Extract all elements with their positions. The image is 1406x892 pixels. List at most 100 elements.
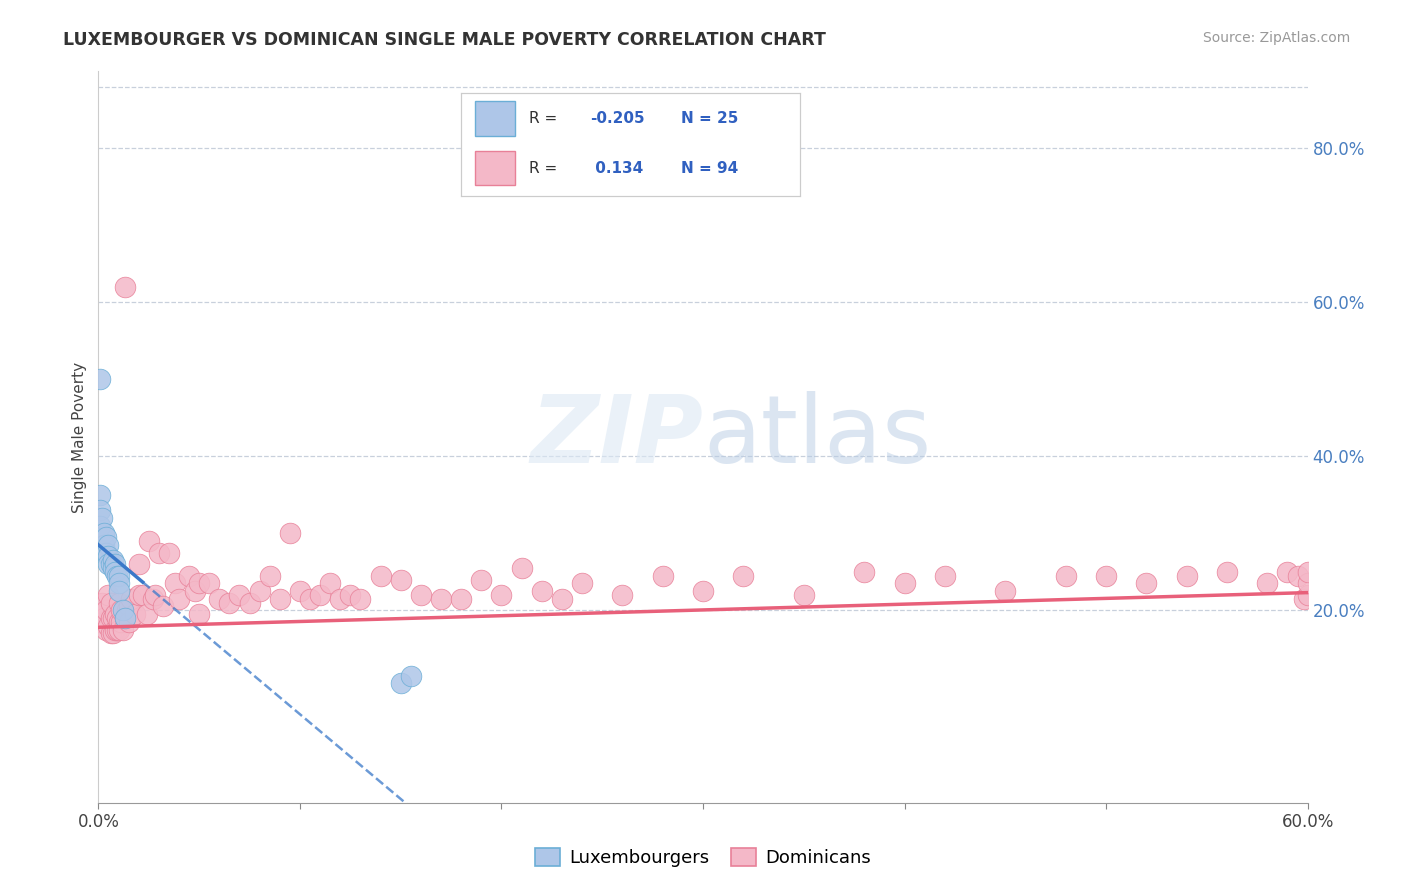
Point <box>692 584 714 599</box>
Text: Source: ZipAtlas.com: Source: ZipAtlas.com <box>1202 31 1350 45</box>
Point <box>124 607 146 622</box>
Point <box>93 526 115 541</box>
Point <box>138 534 160 549</box>
Point <box>1256 576 1278 591</box>
Point <box>103 557 125 571</box>
Point <box>934 568 956 582</box>
Text: LUXEMBOURGER VS DOMINICAN SINGLE MALE POVERTY CORRELATION CHART: LUXEMBOURGER VS DOMINICAN SINGLE MALE PO… <box>63 31 827 49</box>
Point <box>339 588 361 602</box>
Point <box>430 591 453 606</box>
Point <box>893 576 915 591</box>
Point <box>278 526 301 541</box>
Point <box>89 615 111 629</box>
Point <box>89 488 111 502</box>
Point <box>93 611 115 625</box>
Point <box>1296 576 1319 591</box>
Point <box>107 596 129 610</box>
Point <box>89 518 111 533</box>
Point <box>118 599 141 614</box>
Point <box>179 568 201 582</box>
Point <box>114 611 136 625</box>
Point <box>491 588 513 602</box>
Point <box>103 565 125 579</box>
Point <box>114 280 136 294</box>
Point <box>1216 565 1239 579</box>
Point <box>208 591 231 606</box>
Point <box>239 596 262 610</box>
Point <box>100 596 122 610</box>
Point <box>107 615 129 629</box>
Point <box>198 576 221 591</box>
Point <box>97 549 120 564</box>
Point <box>530 584 553 599</box>
Point <box>309 588 332 602</box>
Text: ZIP: ZIP <box>530 391 703 483</box>
Point <box>399 669 422 683</box>
Point <box>1296 588 1319 602</box>
Point <box>120 591 142 606</box>
Point <box>319 576 342 591</box>
Point <box>1095 568 1118 582</box>
Point <box>93 538 115 552</box>
Point <box>89 607 111 622</box>
Point <box>1135 576 1157 591</box>
Point <box>853 565 876 579</box>
Point <box>470 573 492 587</box>
Point <box>1054 568 1077 582</box>
Point <box>101 611 124 625</box>
Point <box>269 591 291 606</box>
Point <box>167 591 190 606</box>
Point <box>101 553 124 567</box>
Point <box>551 591 574 606</box>
Point <box>389 573 412 587</box>
Point <box>97 588 120 602</box>
Y-axis label: Single Male Poverty: Single Male Poverty <box>72 361 87 513</box>
Point <box>142 591 165 606</box>
Point <box>91 596 114 610</box>
Point <box>651 568 673 582</box>
Point <box>188 607 211 622</box>
Point <box>97 618 120 632</box>
Point <box>101 626 124 640</box>
Point <box>96 545 118 559</box>
Point <box>329 591 352 606</box>
Point <box>370 568 392 582</box>
Point <box>91 511 114 525</box>
Point <box>389 676 412 690</box>
Point <box>143 588 166 602</box>
Point <box>163 576 186 591</box>
Point <box>793 588 815 602</box>
Point <box>128 588 150 602</box>
Point <box>1296 565 1319 579</box>
Point <box>1277 565 1299 579</box>
Point <box>115 603 138 617</box>
Point <box>105 611 128 625</box>
Point <box>409 588 432 602</box>
Point <box>103 623 125 637</box>
Point <box>105 623 128 637</box>
Point <box>288 584 311 599</box>
Point <box>349 591 371 606</box>
Point <box>111 603 134 617</box>
Point <box>994 584 1017 599</box>
Point <box>152 599 174 614</box>
Point <box>89 372 111 386</box>
Text: atlas: atlas <box>703 391 931 483</box>
Point <box>218 596 240 610</box>
Point <box>135 607 157 622</box>
Point <box>96 623 118 637</box>
Point <box>105 568 128 582</box>
Point <box>118 615 141 629</box>
Point <box>612 588 634 602</box>
Point <box>100 557 122 571</box>
Point <box>249 584 271 599</box>
Point <box>111 623 134 637</box>
Point <box>184 584 207 599</box>
Point <box>1292 591 1315 606</box>
Point <box>148 545 170 559</box>
Point <box>97 538 120 552</box>
Point <box>96 603 118 617</box>
Point <box>110 603 132 617</box>
Point <box>132 588 155 602</box>
Point <box>107 623 129 637</box>
